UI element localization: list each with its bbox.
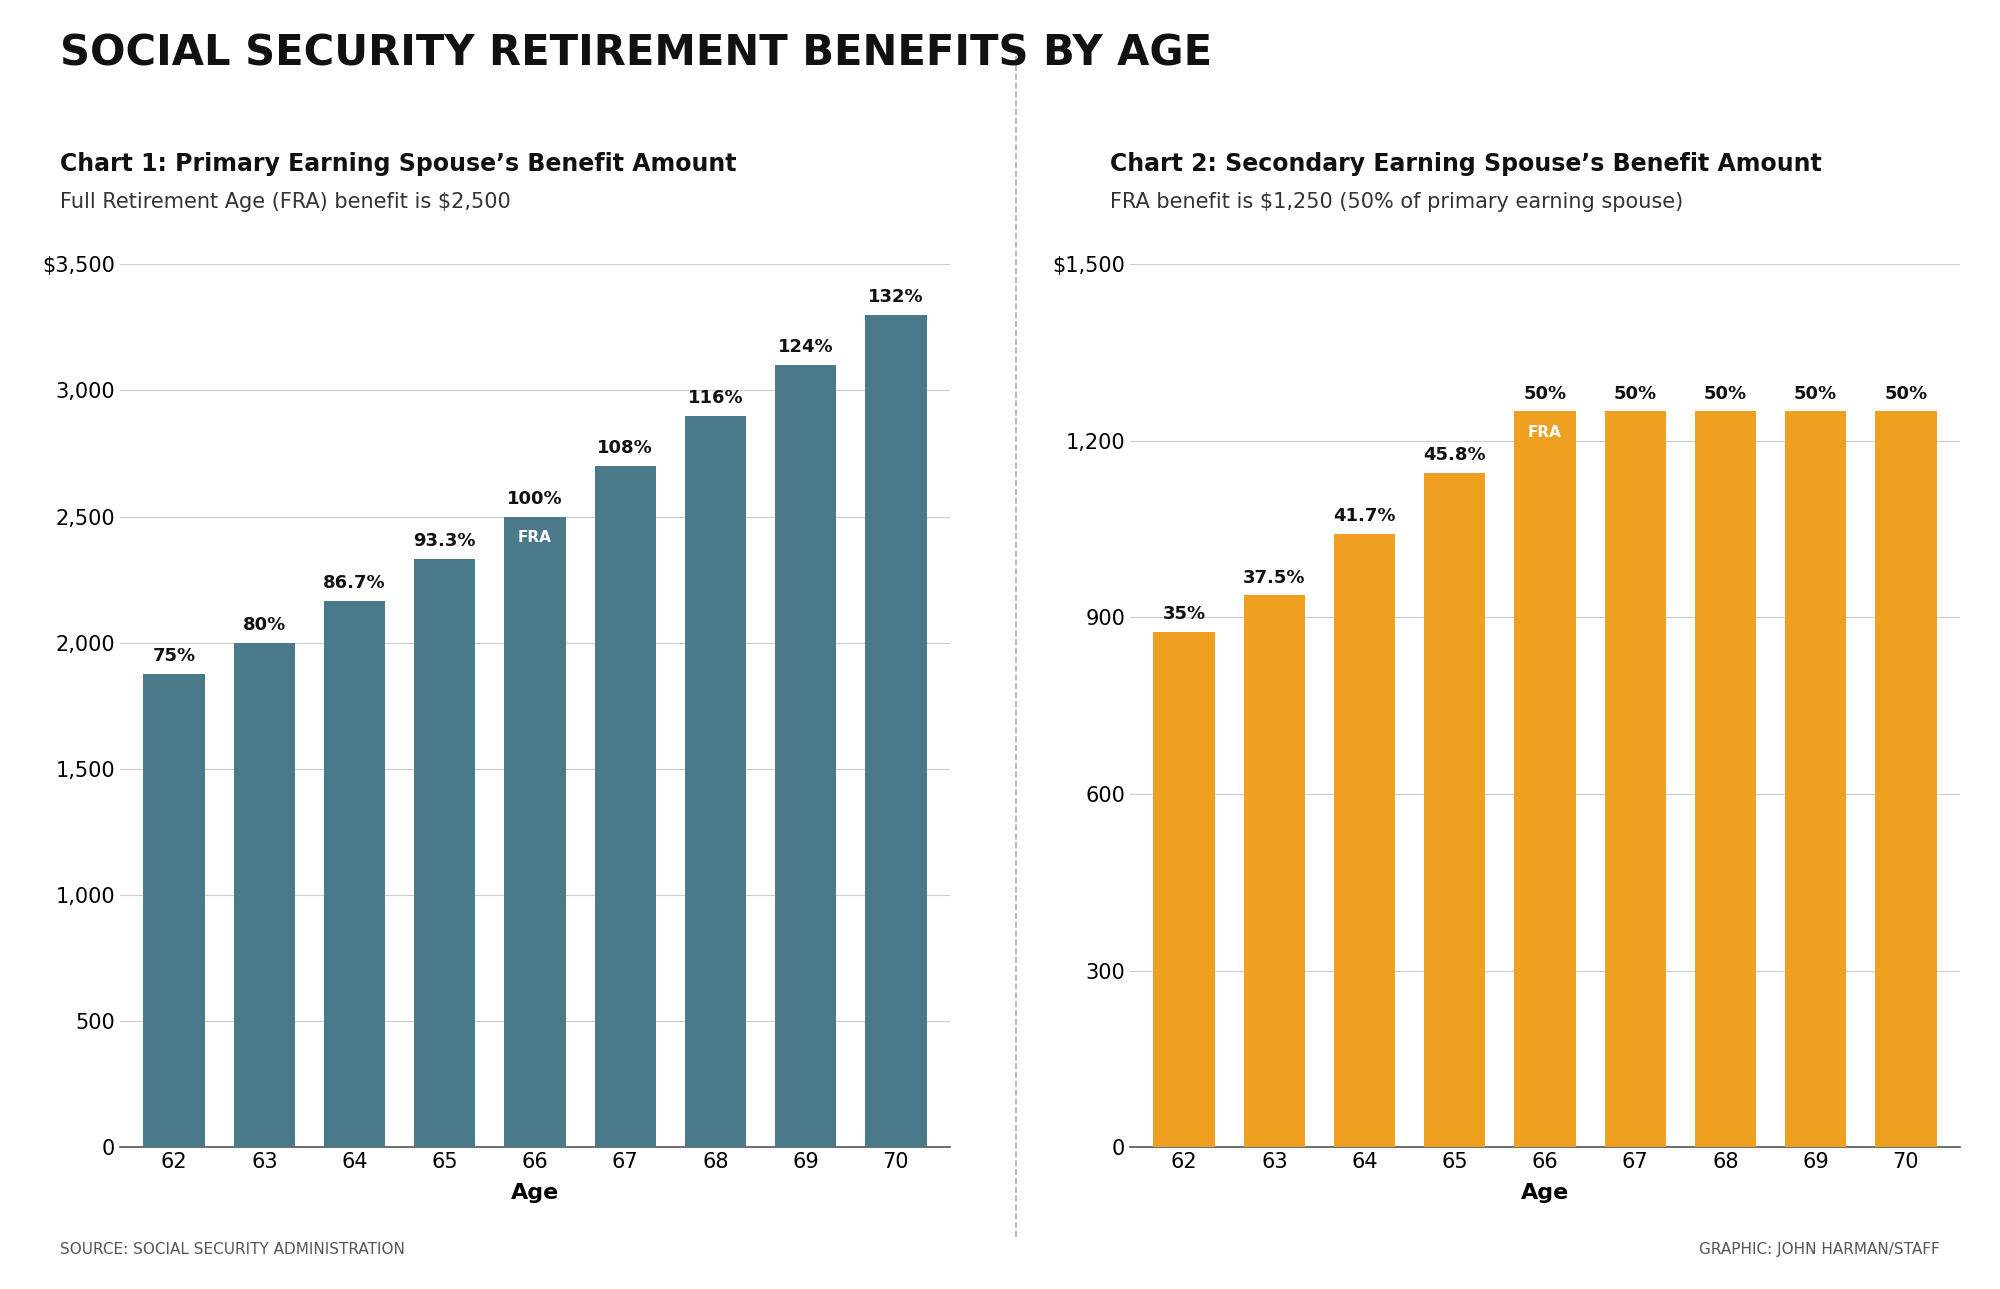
- Text: 108%: 108%: [598, 440, 654, 458]
- Bar: [1244, 596, 1306, 1147]
- Text: Chart 1: Primary Earning Spouse’s Benefit Amount: Chart 1: Primary Earning Spouse’s Benefi…: [60, 152, 736, 177]
- Text: FRA benefit is $1,250 (50% of primary earning spouse): FRA benefit is $1,250 (50% of primary ea…: [1110, 192, 1684, 213]
- Text: 124%: 124%: [778, 338, 834, 356]
- Bar: [1334, 534, 1396, 1147]
- Text: 50%: 50%: [1704, 384, 1746, 402]
- Bar: [866, 315, 926, 1147]
- Text: 75%: 75%: [152, 647, 196, 665]
- Text: 50%: 50%: [1794, 384, 1838, 402]
- Text: 132%: 132%: [868, 287, 924, 305]
- Bar: [1694, 411, 1756, 1147]
- Bar: [1784, 411, 1846, 1147]
- Text: 37.5%: 37.5%: [1244, 568, 1306, 586]
- Text: 50%: 50%: [1884, 384, 1928, 402]
- Bar: [1514, 411, 1576, 1147]
- Bar: [1154, 632, 1214, 1147]
- Bar: [234, 643, 296, 1147]
- Text: GRAPHIC: JOHN HARMAN/STAFF: GRAPHIC: JOHN HARMAN/STAFF: [1700, 1241, 1940, 1257]
- Bar: [144, 674, 204, 1147]
- Text: 93.3%: 93.3%: [414, 532, 476, 550]
- X-axis label: Age: Age: [510, 1183, 560, 1203]
- Text: FRA: FRA: [518, 530, 552, 545]
- Text: 100%: 100%: [508, 490, 562, 508]
- Bar: [1424, 473, 1486, 1147]
- Text: 80%: 80%: [242, 616, 286, 634]
- Bar: [684, 415, 746, 1147]
- Bar: [774, 365, 836, 1147]
- Bar: [1604, 411, 1666, 1147]
- Text: 86.7%: 86.7%: [324, 574, 386, 592]
- Bar: [594, 467, 656, 1147]
- Bar: [324, 601, 386, 1147]
- Text: Chart 2: Secondary Earning Spouse’s Benefit Amount: Chart 2: Secondary Earning Spouse’s Bene…: [1110, 152, 1822, 177]
- Text: 35%: 35%: [1162, 606, 1206, 624]
- Text: 45.8%: 45.8%: [1424, 446, 1486, 464]
- Text: 50%: 50%: [1614, 384, 1656, 402]
- Bar: [414, 558, 476, 1147]
- Bar: [504, 517, 566, 1147]
- Text: 41.7%: 41.7%: [1334, 507, 1396, 525]
- Text: 50%: 50%: [1524, 384, 1566, 402]
- Text: SOCIAL SECURITY RETIREMENT BENEFITS BY AGE: SOCIAL SECURITY RETIREMENT BENEFITS BY A…: [60, 32, 1212, 75]
- Text: 116%: 116%: [688, 389, 744, 407]
- Text: Full Retirement Age (FRA) benefit is $2,500: Full Retirement Age (FRA) benefit is $2,…: [60, 192, 510, 213]
- Text: SOURCE: SOCIAL SECURITY ADMINISTRATION: SOURCE: SOCIAL SECURITY ADMINISTRATION: [60, 1241, 404, 1257]
- Text: FRA: FRA: [1528, 425, 1562, 440]
- X-axis label: Age: Age: [1520, 1183, 1570, 1203]
- Bar: [1876, 411, 1936, 1147]
